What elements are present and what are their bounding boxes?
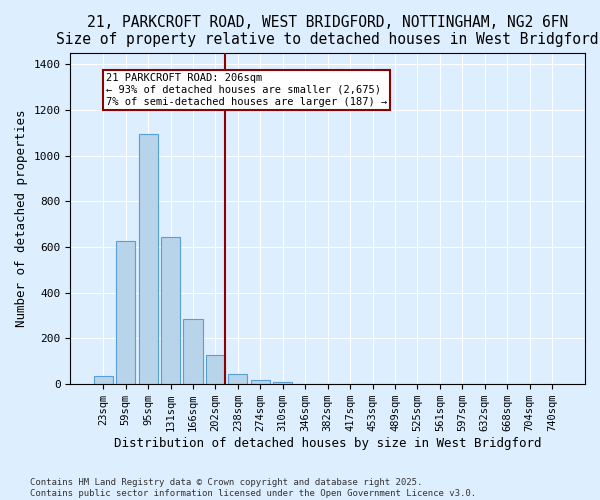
Text: Contains HM Land Registry data © Crown copyright and database right 2025.
Contai: Contains HM Land Registry data © Crown c… [30,478,476,498]
X-axis label: Distribution of detached houses by size in West Bridgford: Distribution of detached houses by size … [114,437,541,450]
Title: 21, PARKCROFT ROAD, WEST BRIDGFORD, NOTTINGHAM, NG2 6FN
Size of property relativ: 21, PARKCROFT ROAD, WEST BRIDGFORD, NOTT… [56,15,599,48]
Bar [139,134,158,384]
Bar [251,380,270,384]
Y-axis label: Number of detached properties: Number of detached properties [15,110,28,327]
Bar [273,382,292,384]
Bar [116,242,135,384]
Bar [184,319,203,384]
Bar [229,374,247,384]
Bar [94,376,113,384]
Bar [206,354,225,384]
Bar [161,237,180,384]
Text: 21 PARKCROFT ROAD: 206sqm
← 93% of detached houses are smaller (2,675)
7% of sem: 21 PARKCROFT ROAD: 206sqm ← 93% of detac… [106,74,387,106]
